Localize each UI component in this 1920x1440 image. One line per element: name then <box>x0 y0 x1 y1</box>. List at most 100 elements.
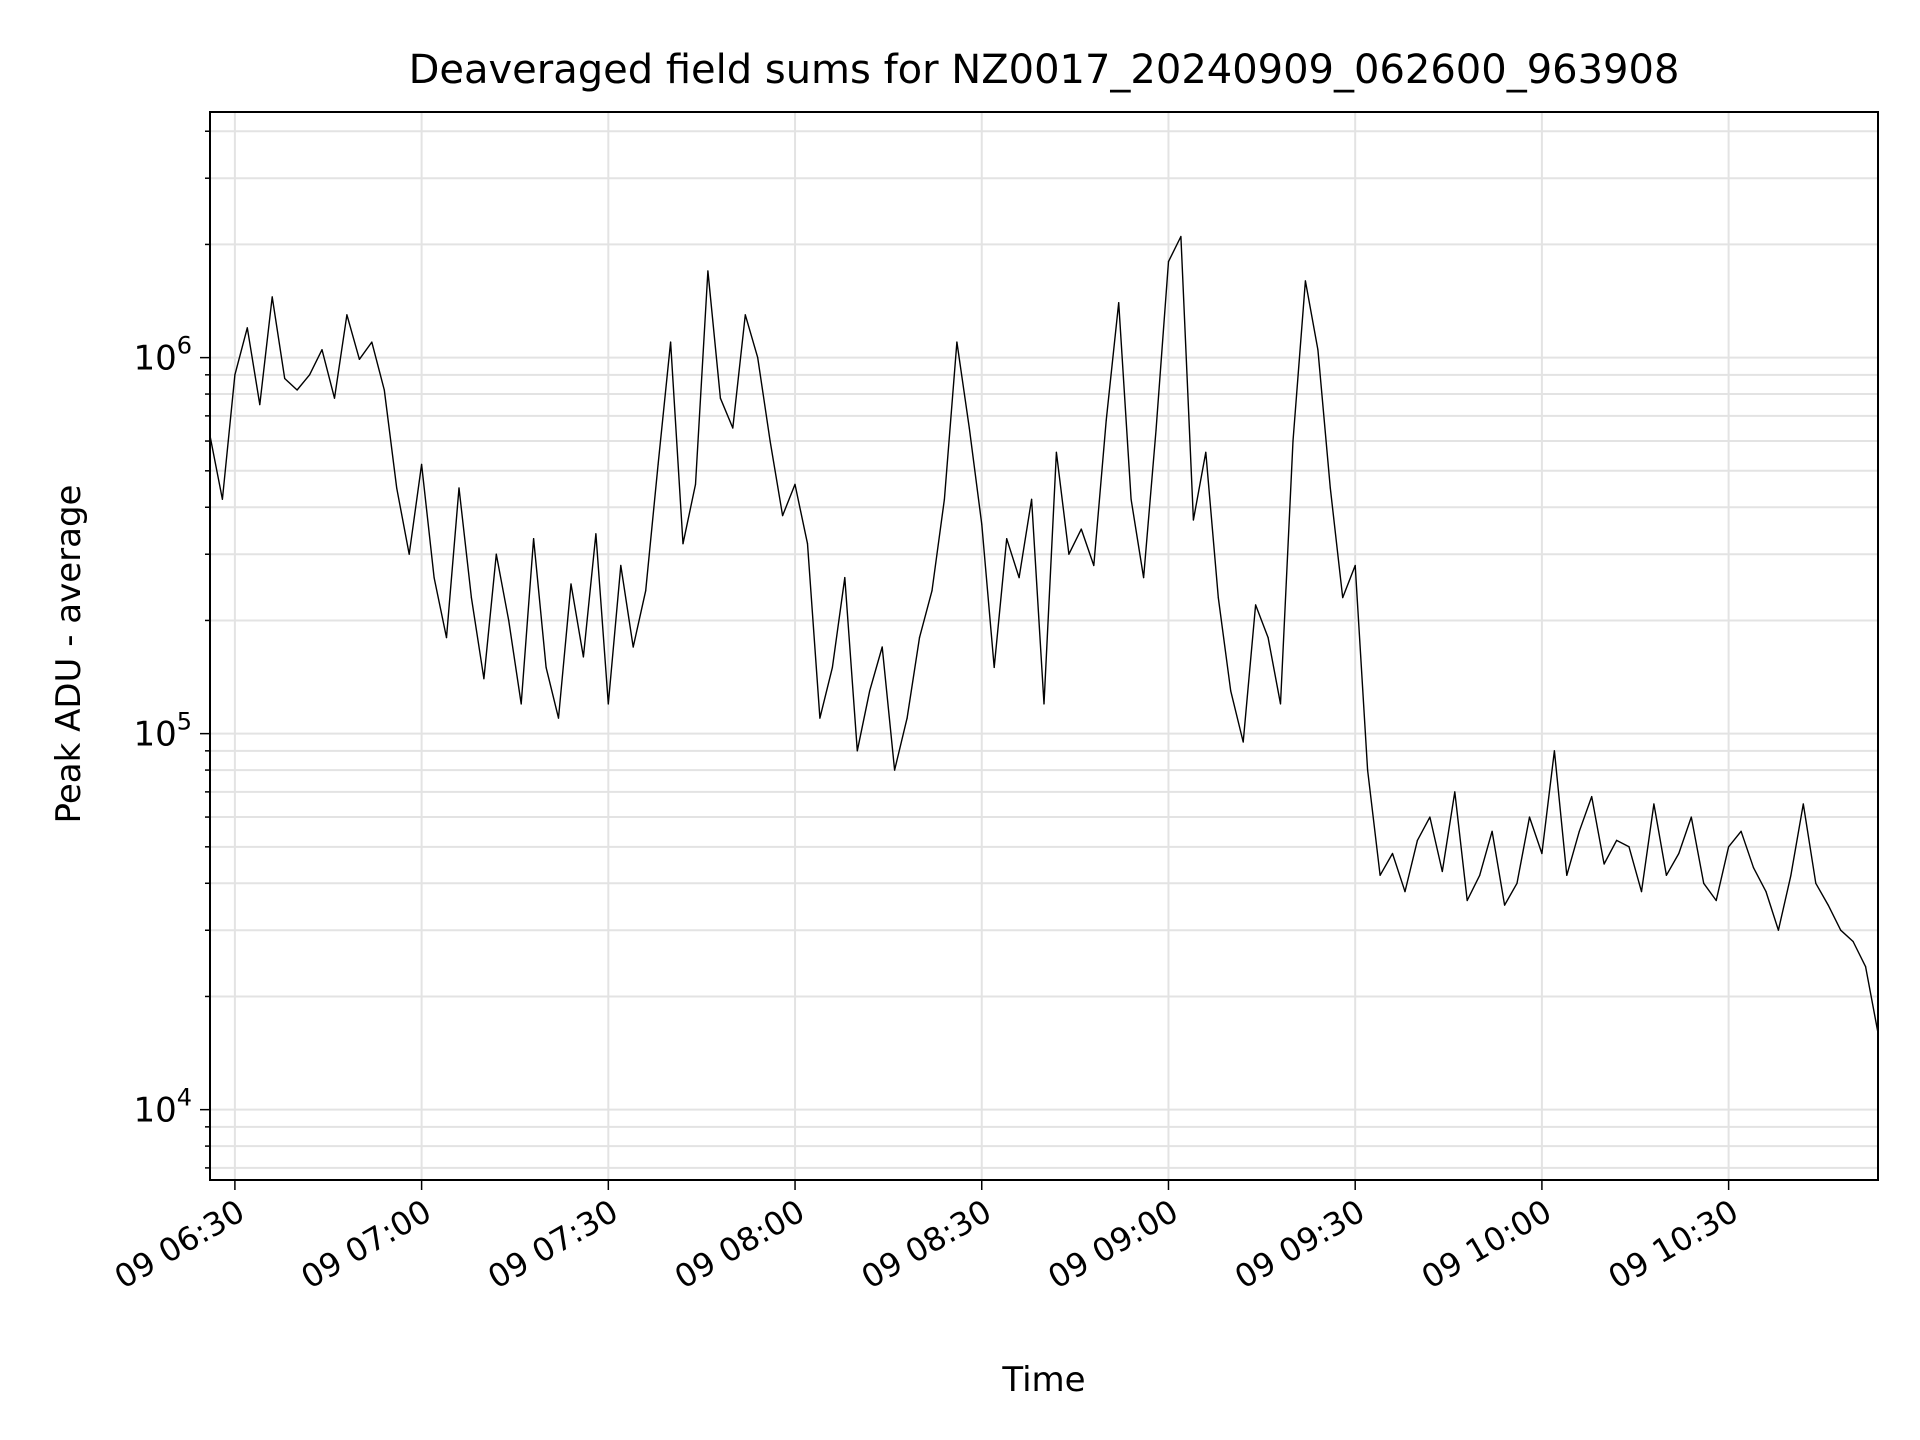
data-point <box>520 703 522 705</box>
data-point <box>757 357 759 359</box>
data-point <box>1391 852 1394 855</box>
data-point <box>383 389 385 391</box>
data-point <box>1665 874 1667 876</box>
data-point <box>582 656 585 658</box>
data-point <box>1466 899 1468 902</box>
data-point <box>1715 899 1717 902</box>
data-point <box>856 750 858 752</box>
data-point <box>1080 528 1082 530</box>
data-point <box>1603 863 1605 865</box>
data-point <box>1093 564 1095 567</box>
data-point <box>1217 597 1219 599</box>
data-point <box>794 483 796 485</box>
data-point <box>296 389 298 391</box>
data-point <box>1304 280 1306 282</box>
data-point <box>358 358 360 360</box>
data-point <box>1379 874 1381 876</box>
data-point <box>1205 451 1207 453</box>
data-point <box>1267 637 1269 639</box>
data-point <box>1865 966 1867 968</box>
series-layer <box>209 235 1879 1034</box>
data-point <box>1454 791 1456 793</box>
data-point <box>831 666 834 669</box>
data-point <box>1578 830 1580 832</box>
data-point <box>1279 703 1282 705</box>
data-point <box>744 314 746 316</box>
data-point <box>1192 519 1194 521</box>
data-point <box>844 577 846 579</box>
data-point <box>346 314 348 316</box>
data-point <box>1354 564 1356 567</box>
data-point <box>1167 261 1170 263</box>
data-point <box>607 703 609 705</box>
data-point <box>1118 302 1120 304</box>
data-point <box>732 427 734 429</box>
data-point <box>993 666 995 669</box>
y-tick-label: 106 <box>133 332 192 379</box>
data-point <box>1031 498 1033 500</box>
data-point <box>1429 816 1431 818</box>
data-point <box>433 577 435 579</box>
data-point <box>1678 852 1680 855</box>
data-point <box>421 463 423 465</box>
data-point <box>1018 577 1020 579</box>
data-point <box>1815 882 1817 884</box>
data-point <box>1752 867 1755 869</box>
data-point <box>682 543 684 545</box>
data-point <box>1441 870 1443 873</box>
data-point <box>1155 429 1157 432</box>
data-point <box>1479 874 1481 876</box>
data-point <box>1130 498 1132 500</box>
data-point <box>1516 882 1518 884</box>
data-point <box>707 270 709 272</box>
y-axis-label: Peak ADU - average <box>49 485 89 824</box>
data-point <box>894 769 896 771</box>
data-point <box>1230 690 1232 692</box>
data-point <box>1342 597 1344 599</box>
data-point <box>943 498 946 500</box>
data-point <box>620 564 622 567</box>
data-point <box>1043 703 1045 705</box>
data-point <box>632 646 634 648</box>
data-point <box>595 533 597 535</box>
data-point <box>819 717 821 719</box>
y-tick-label: 105 <box>133 708 192 755</box>
data-point <box>694 483 697 485</box>
data-point <box>1616 839 1618 842</box>
data-point <box>1292 440 1294 442</box>
data-point <box>956 341 958 343</box>
x-axis-label: Time <box>1001 1360 1085 1400</box>
data-point <box>321 349 323 351</box>
data-point <box>1827 904 1829 906</box>
data-point <box>470 597 472 599</box>
data-point <box>670 341 672 343</box>
data-point <box>1317 349 1319 351</box>
data-point <box>1740 830 1742 832</box>
data-point <box>1068 553 1070 555</box>
data-point <box>309 374 311 376</box>
data-point <box>1367 769 1369 771</box>
data-point <box>906 717 908 719</box>
data-point <box>1105 420 1107 422</box>
data-point <box>221 498 223 500</box>
data-point <box>782 515 784 517</box>
data-point <box>1242 741 1244 743</box>
data-point <box>1653 803 1655 805</box>
plot-area-frame <box>209 111 1879 1181</box>
data-point <box>1628 846 1630 848</box>
data-point <box>545 666 547 669</box>
data-point <box>1255 604 1257 606</box>
data-point <box>1566 874 1568 876</box>
data-point <box>657 463 659 465</box>
data-point <box>1591 796 1593 798</box>
grid <box>210 112 1878 1180</box>
data-point <box>1055 451 1057 453</box>
data-point <box>1840 929 1842 931</box>
data-point <box>533 538 535 540</box>
data-point <box>371 341 373 343</box>
data-point <box>1690 816 1692 818</box>
data-point <box>1640 891 1643 893</box>
data-point <box>1553 750 1555 752</box>
